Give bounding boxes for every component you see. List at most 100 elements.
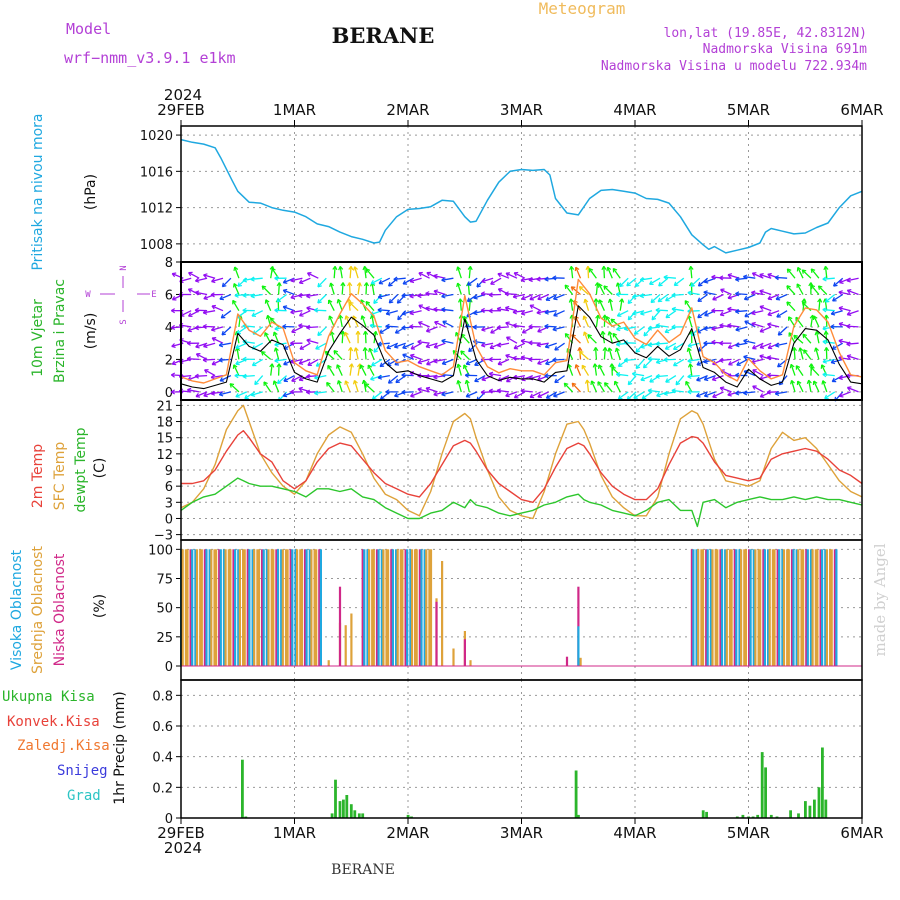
wind-arrow-head bbox=[649, 378, 654, 383]
wind-arrow-head bbox=[441, 360, 447, 366]
wind-arrow-head bbox=[846, 289, 852, 294]
wind-arrow bbox=[203, 325, 216, 328]
wind-arrow bbox=[663, 358, 676, 361]
cloud-bar bbox=[800, 549, 803, 666]
cloud-bar bbox=[281, 549, 284, 666]
wind-arrow bbox=[650, 294, 661, 303]
time-label-top: 1MAR bbox=[273, 101, 316, 119]
wind-arrow-head bbox=[584, 379, 590, 384]
wind-arrow bbox=[790, 380, 796, 393]
wind-arrow-head bbox=[410, 392, 415, 398]
cloud-bar bbox=[819, 549, 822, 666]
temp-dew-label: dewpt Temp bbox=[73, 427, 89, 512]
wind-arrow-head bbox=[377, 374, 383, 380]
wind-arrow-head bbox=[776, 313, 781, 318]
wind-arrow-head bbox=[687, 342, 693, 348]
wind-arrow-head bbox=[298, 386, 303, 392]
wind-arrow bbox=[276, 293, 287, 303]
wind-arrow-head bbox=[767, 344, 773, 350]
cloud-bar bbox=[719, 549, 722, 666]
cloud-high-label: Visoka Oblacnost bbox=[9, 549, 25, 670]
cloud-bar bbox=[776, 549, 779, 666]
wind-arrow-head bbox=[520, 355, 525, 361]
wind-arrow bbox=[460, 350, 470, 360]
wind-arrow-head bbox=[326, 381, 331, 387]
time-label-bottom: 3MAR bbox=[500, 824, 543, 842]
cloud-bar bbox=[714, 549, 717, 666]
precip-hail-label: Grad bbox=[67, 788, 101, 804]
precip-bar bbox=[330, 813, 334, 818]
wind-arrow bbox=[597, 381, 605, 393]
temp-unit: (C) bbox=[92, 458, 108, 479]
y-tick-label: 3 bbox=[165, 496, 173, 511]
cloud-bar bbox=[428, 549, 431, 666]
cloud-bar bbox=[242, 549, 245, 666]
wind-arrow-head bbox=[607, 347, 613, 352]
wind-arrow-head bbox=[211, 337, 217, 342]
precip-bar bbox=[769, 814, 773, 818]
wind-arrow-head bbox=[362, 330, 369, 335]
wind-arrow-head bbox=[838, 322, 844, 327]
wind-arrow-head bbox=[639, 276, 645, 283]
wind-arrow-head bbox=[751, 290, 756, 296]
wind-arrow-head bbox=[505, 272, 511, 277]
wind-arrow-head bbox=[634, 282, 640, 287]
cloud-bar bbox=[363, 549, 366, 666]
wind-arrow-head bbox=[338, 266, 344, 271]
cloud-bar bbox=[305, 549, 308, 666]
wind-arrow bbox=[743, 275, 756, 279]
time-label-top: 2MAR bbox=[386, 101, 429, 119]
wind-arrow-head bbox=[838, 290, 843, 296]
wind-arrow bbox=[467, 277, 478, 286]
wind-arrow bbox=[441, 293, 454, 298]
wind-arrow bbox=[767, 310, 780, 316]
wind-arrow bbox=[743, 355, 756, 361]
cloud-bar bbox=[396, 549, 399, 666]
wind-arrow-head bbox=[234, 292, 239, 298]
cloud-bar bbox=[256, 549, 259, 666]
y-tick-label: 1020 bbox=[140, 129, 173, 144]
cloud-bar bbox=[350, 613, 353, 666]
wind-arrow-head bbox=[796, 266, 802, 272]
wind-arrow-head bbox=[663, 357, 668, 363]
wind-arrow bbox=[235, 342, 248, 349]
wind-arrow-head bbox=[464, 379, 470, 385]
wind-arrow bbox=[824, 293, 836, 303]
time-label-top: 4MAR bbox=[613, 101, 656, 119]
wind-arrow bbox=[306, 339, 319, 344]
cloud-bar bbox=[735, 549, 738, 666]
wind-arrow-head bbox=[299, 345, 304, 350]
wind-arrow-head bbox=[598, 364, 603, 369]
wind-arrow bbox=[608, 347, 613, 360]
wind-arrow-head bbox=[504, 291, 509, 297]
time-label-bottom: 29FEB bbox=[157, 824, 204, 842]
wind-arrow bbox=[818, 285, 828, 295]
wind-arrow bbox=[221, 326, 232, 336]
wind-arrow-head bbox=[577, 347, 583, 352]
wind-arrow bbox=[353, 380, 359, 393]
wind-arrow-head bbox=[578, 286, 584, 291]
wind-arrow bbox=[635, 358, 645, 369]
wind-arrow bbox=[261, 351, 272, 360]
wind-arrow-head bbox=[348, 363, 354, 368]
wind-arrow bbox=[364, 331, 367, 344]
cloud-bar bbox=[406, 549, 409, 666]
wind-arrow-head bbox=[789, 363, 795, 369]
wind-arrow bbox=[505, 391, 518, 397]
wind-arrow-head bbox=[790, 379, 795, 385]
wind-arrow-head bbox=[441, 307, 446, 313]
wind-arrow bbox=[203, 358, 216, 361]
wind-arrow bbox=[752, 369, 764, 377]
wind-arrow-head bbox=[801, 301, 807, 307]
wind-arrow-head bbox=[313, 307, 319, 313]
cloud-bar bbox=[414, 549, 417, 666]
wind-arrow-head bbox=[373, 299, 378, 304]
wind-arrow bbox=[697, 310, 708, 319]
wind-arrow-head bbox=[466, 297, 472, 302]
wind-arrow-head bbox=[418, 271, 423, 277]
wind-arrow-head bbox=[619, 298, 625, 303]
wind-arrow-head bbox=[823, 330, 829, 336]
wind-arrow-head bbox=[353, 266, 359, 271]
cloud-bar bbox=[371, 549, 374, 666]
wind-arrow bbox=[315, 342, 327, 350]
